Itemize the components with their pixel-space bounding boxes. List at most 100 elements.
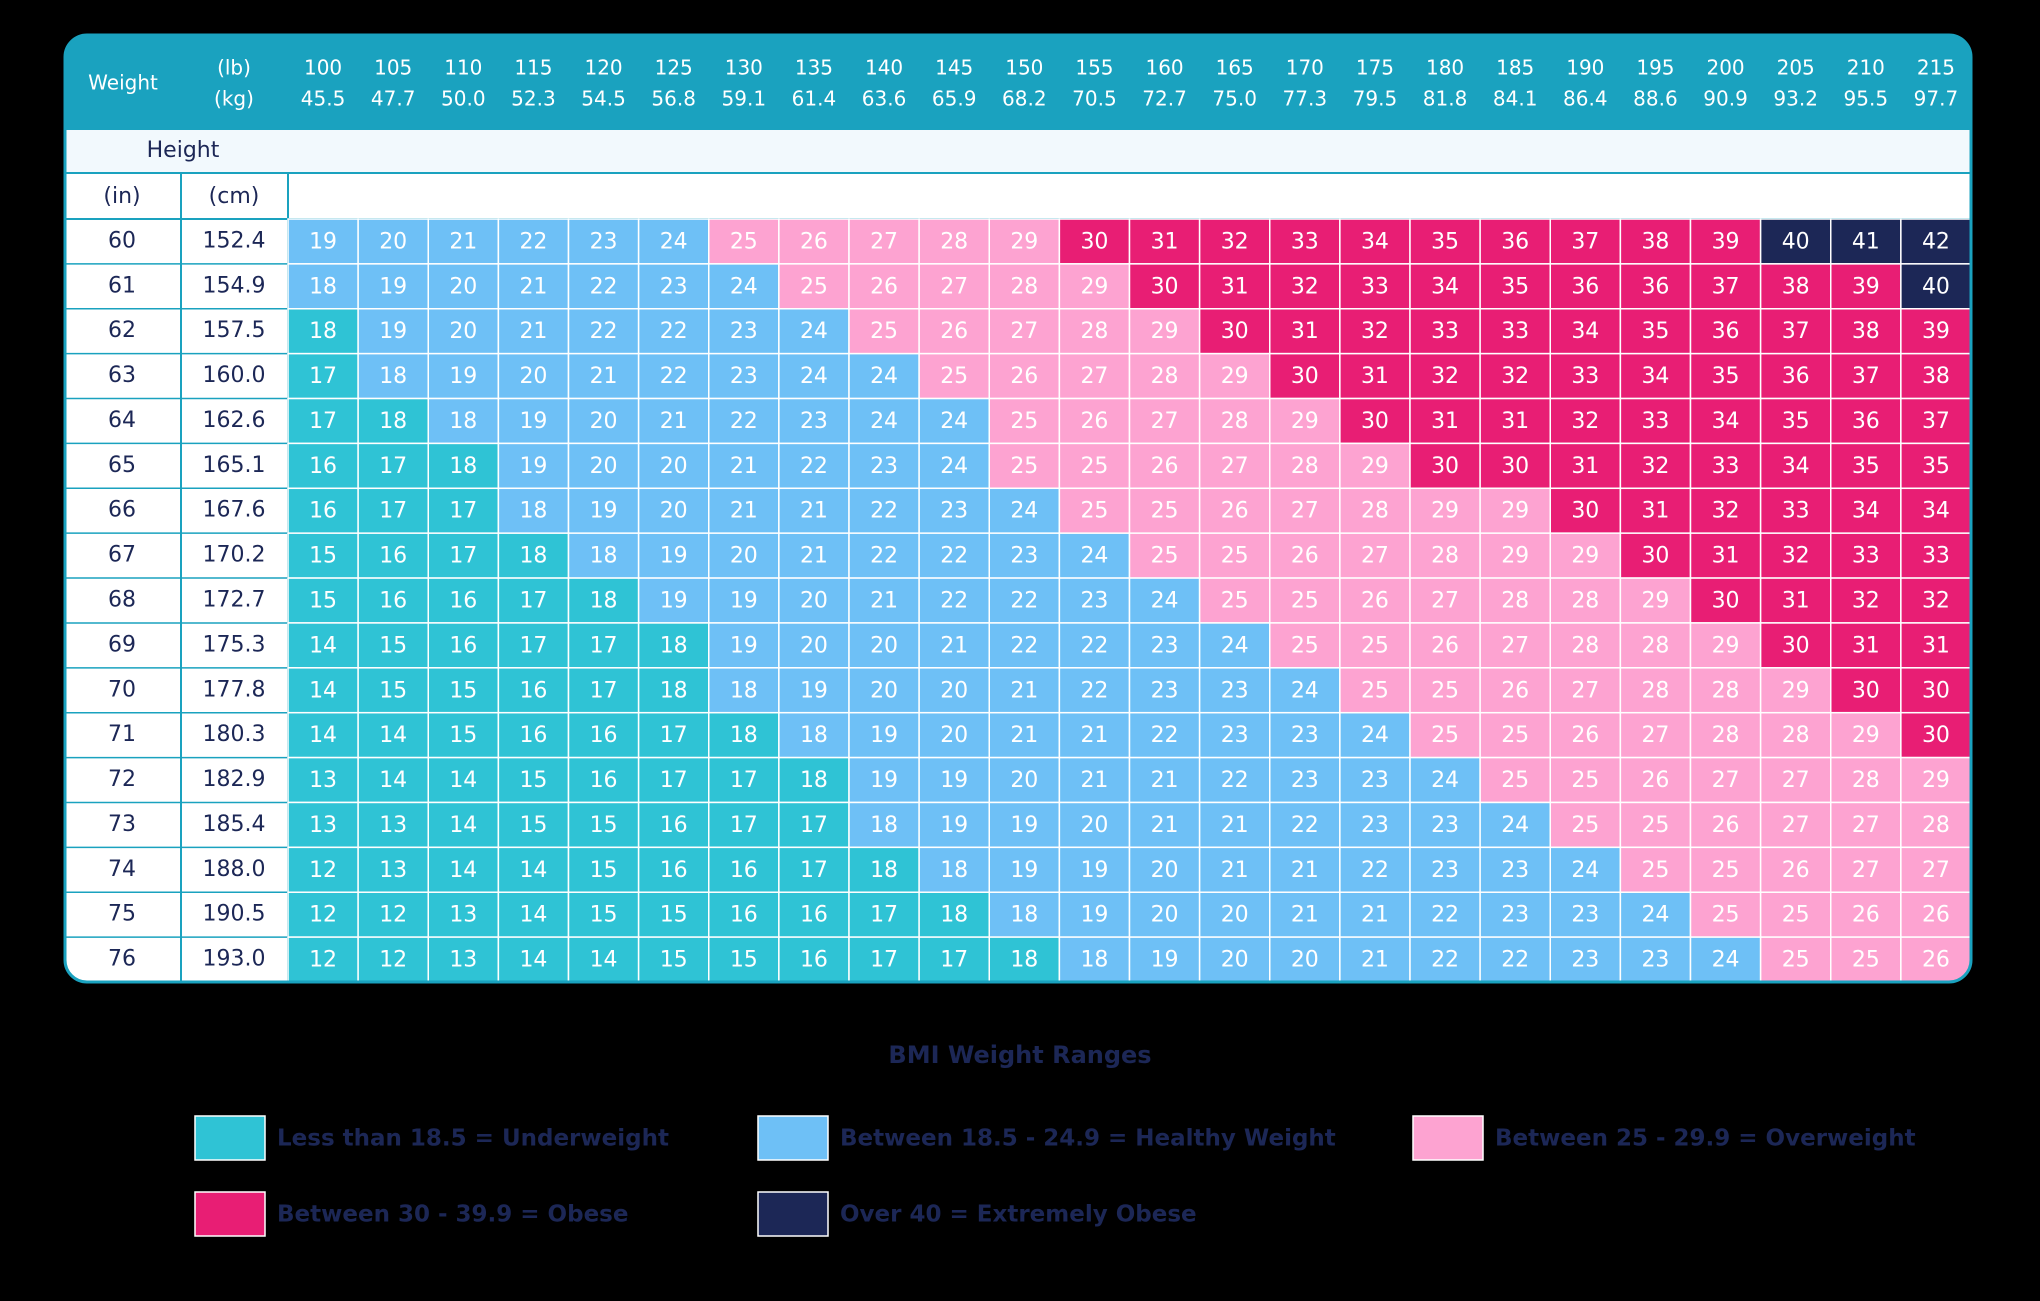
bmi-value: 26 bbox=[1361, 589, 1389, 614]
bmi-value: 22 bbox=[1291, 813, 1319, 838]
bmi-value: 19 bbox=[379, 319, 407, 344]
bmi-value: 25 bbox=[1221, 544, 1249, 569]
bmi-value: 20 bbox=[1151, 858, 1179, 883]
height-cm: 177.8 bbox=[203, 677, 266, 702]
bmi-cell bbox=[708, 397, 780, 445]
legend-swatch bbox=[757, 1191, 829, 1237]
bmi-value: 18 bbox=[309, 319, 337, 344]
bmi-value: 18 bbox=[309, 274, 337, 299]
bmi-cell bbox=[637, 487, 710, 534]
bmi-cell bbox=[427, 756, 500, 804]
bmi-value: 18 bbox=[519, 544, 547, 569]
bmi-value: 20 bbox=[940, 678, 968, 703]
bmi-value: 20 bbox=[1080, 813, 1108, 838]
bmi-cell bbox=[1058, 801, 1131, 849]
weight-kg: 68.2 bbox=[1002, 87, 1047, 111]
bmi-value: 37 bbox=[1712, 274, 1740, 299]
bmi-value: 36 bbox=[1501, 229, 1529, 254]
weight-lb: 200 bbox=[1706, 56, 1744, 80]
bmi-cell bbox=[708, 756, 780, 804]
height-cm: 193.0 bbox=[203, 947, 266, 972]
bmi-cell bbox=[1549, 352, 1622, 400]
bmi-cell bbox=[988, 801, 1061, 849]
bmi-cell bbox=[1619, 756, 1692, 804]
table-border bbox=[63, 33, 1973, 984]
bmi-cell bbox=[1549, 622, 1622, 669]
bmi-value: 24 bbox=[1291, 678, 1319, 703]
bmi-cell bbox=[1689, 667, 1762, 714]
bmi-cell bbox=[1619, 891, 1692, 938]
height-cm: 160.0 bbox=[203, 363, 266, 388]
bmi-value: 24 bbox=[1361, 723, 1389, 748]
bmi-value: 21 bbox=[1010, 678, 1038, 703]
bmi-cell bbox=[1689, 846, 1762, 893]
bmi-cell bbox=[567, 263, 640, 310]
bmi-cell bbox=[1479, 756, 1551, 804]
bmi-value: 27 bbox=[1782, 813, 1810, 838]
bmi-value: 29 bbox=[1501, 544, 1529, 569]
bmi-value: 22 bbox=[1010, 589, 1038, 614]
bmi-cell bbox=[1409, 622, 1481, 669]
bmi-value: 27 bbox=[1221, 454, 1249, 479]
bmi-cell bbox=[1058, 352, 1131, 400]
bmi-value: 19 bbox=[309, 229, 337, 254]
bmi-cell bbox=[988, 936, 1061, 982]
bmi-value: 26 bbox=[1571, 723, 1599, 748]
bmi-value: 21 bbox=[519, 274, 547, 299]
height-in: 63 bbox=[108, 363, 136, 388]
bmi-value: 18 bbox=[379, 364, 407, 389]
bmi-value: 20 bbox=[590, 454, 618, 479]
weight-kg: 54.5 bbox=[581, 87, 626, 111]
bmi-cell bbox=[1269, 846, 1341, 893]
bmi-value: 19 bbox=[1080, 903, 1108, 928]
bmi-cell bbox=[427, 263, 500, 310]
bmi-value: 18 bbox=[449, 409, 477, 434]
bmi-value: 16 bbox=[730, 858, 758, 883]
bmi-value: 18 bbox=[800, 723, 828, 748]
bmi-value: 29 bbox=[1641, 589, 1669, 614]
bmi-cell bbox=[988, 667, 1061, 714]
bmi-value: 29 bbox=[1501, 499, 1529, 524]
cm-unit: (cm) bbox=[209, 184, 260, 209]
bmi-value: 26 bbox=[1010, 364, 1038, 389]
bmi-value: 20 bbox=[800, 589, 828, 614]
bmi-value: 21 bbox=[449, 229, 477, 254]
bmi-cell bbox=[567, 667, 640, 714]
weight-kg: 86.4 bbox=[1563, 87, 1608, 111]
bmi-cell bbox=[497, 846, 570, 893]
weight-kg: 45.5 bbox=[301, 87, 346, 111]
bmi-value: 19 bbox=[1010, 813, 1038, 838]
bmi-cell bbox=[1549, 218, 1622, 265]
bmi-cell bbox=[1339, 308, 1411, 355]
bmi-value: 17 bbox=[590, 633, 618, 658]
bmi-value: 20 bbox=[870, 633, 898, 658]
bmi-value: 25 bbox=[1291, 589, 1319, 614]
bmi-value: 25 bbox=[1080, 499, 1108, 524]
bmi-value: 24 bbox=[1431, 768, 1459, 793]
bmi-value: 15 bbox=[730, 948, 758, 973]
bmi-value: 31 bbox=[1782, 589, 1810, 614]
bmi-value: 14 bbox=[309, 723, 337, 748]
bmi-cell bbox=[1339, 532, 1411, 579]
bmi-value: 21 bbox=[519, 319, 547, 344]
weight-lb: 135 bbox=[795, 56, 833, 80]
bmi-cell bbox=[1058, 487, 1131, 534]
bmi-value: 20 bbox=[730, 544, 758, 569]
bmi-value: 26 bbox=[1922, 903, 1950, 928]
bmi-value: 23 bbox=[870, 454, 898, 479]
bmi-cell bbox=[1339, 667, 1411, 714]
bmi-value: 24 bbox=[1221, 633, 1249, 658]
bmi-value: 27 bbox=[1641, 723, 1669, 748]
bmi-value: 18 bbox=[870, 858, 898, 883]
bmi-cell bbox=[1198, 487, 1271, 534]
bmi-value: 15 bbox=[590, 813, 618, 838]
bmi-value: 21 bbox=[1151, 813, 1179, 838]
bmi-value: 21 bbox=[1291, 903, 1319, 928]
bmi-value: 19 bbox=[940, 813, 968, 838]
bmi-value: 22 bbox=[519, 229, 547, 254]
height-cm: 162.6 bbox=[203, 408, 266, 433]
bmi-cell bbox=[1619, 711, 1692, 759]
bmi-cell bbox=[1689, 711, 1762, 759]
bmi-cell bbox=[1269, 487, 1341, 534]
bmi-value: 14 bbox=[309, 633, 337, 658]
